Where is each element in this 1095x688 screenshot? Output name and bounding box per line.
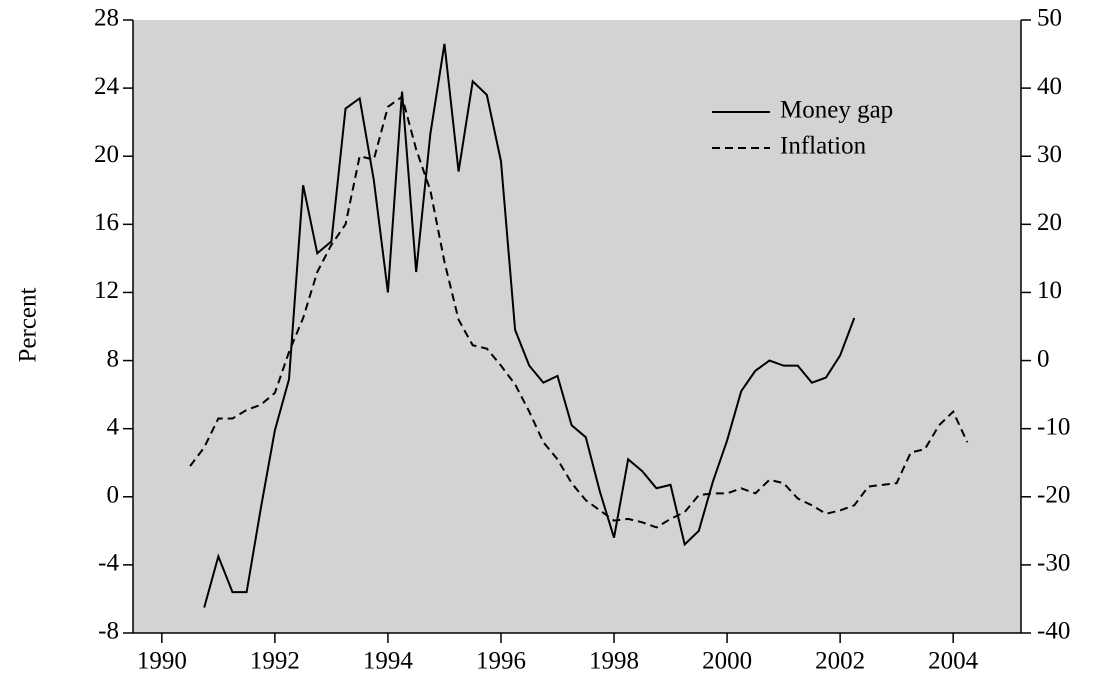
y2-tick-label: 20 xyxy=(1037,209,1062,236)
y-tick-label: 20 xyxy=(94,141,119,168)
y2-tick-label: 50 xyxy=(1037,5,1062,32)
x-tick-label: 1992 xyxy=(250,648,300,675)
y-tick-label: -4 xyxy=(98,550,119,577)
y-tick-label: 4 xyxy=(107,413,120,440)
y2-tick-label: 30 xyxy=(1037,141,1062,168)
y-tick-label: -8 xyxy=(98,618,119,645)
x-tick-label: 1996 xyxy=(476,648,526,675)
y2-tick-label: 10 xyxy=(1037,277,1062,304)
y2-tick-label: -40 xyxy=(1037,618,1070,645)
y2-tick-label: -20 xyxy=(1037,482,1070,509)
plot-area xyxy=(133,20,1021,633)
series-line xyxy=(189,94,969,529)
series-line xyxy=(203,43,856,608)
y2-tick-label: -10 xyxy=(1037,413,1070,440)
y-tick-label: 0 xyxy=(107,482,120,509)
y-tick-label: 28 xyxy=(94,5,119,32)
y-axis-label: Percent xyxy=(15,287,42,362)
y-tick-label: 12 xyxy=(94,277,119,304)
y-tick-label: 8 xyxy=(107,345,120,372)
y2-tick-label: 40 xyxy=(1037,73,1062,100)
y2-tick-label: 0 xyxy=(1037,345,1050,372)
x-tick-label: 2000 xyxy=(702,648,752,675)
x-tick-label: 1994 xyxy=(363,648,414,675)
x-tick-label: 1998 xyxy=(589,648,639,675)
y-tick-label: 24 xyxy=(94,73,120,100)
legend-label: Money gap xyxy=(780,97,893,124)
x-tick-label: 2002 xyxy=(815,648,865,675)
x-tick-label: 2004 xyxy=(928,648,979,675)
y-tick-label: 16 xyxy=(94,209,119,236)
x-tick-label: 1990 xyxy=(137,648,187,675)
legend-label: Inflation xyxy=(780,133,867,160)
y2-tick-label: -30 xyxy=(1037,550,1070,577)
